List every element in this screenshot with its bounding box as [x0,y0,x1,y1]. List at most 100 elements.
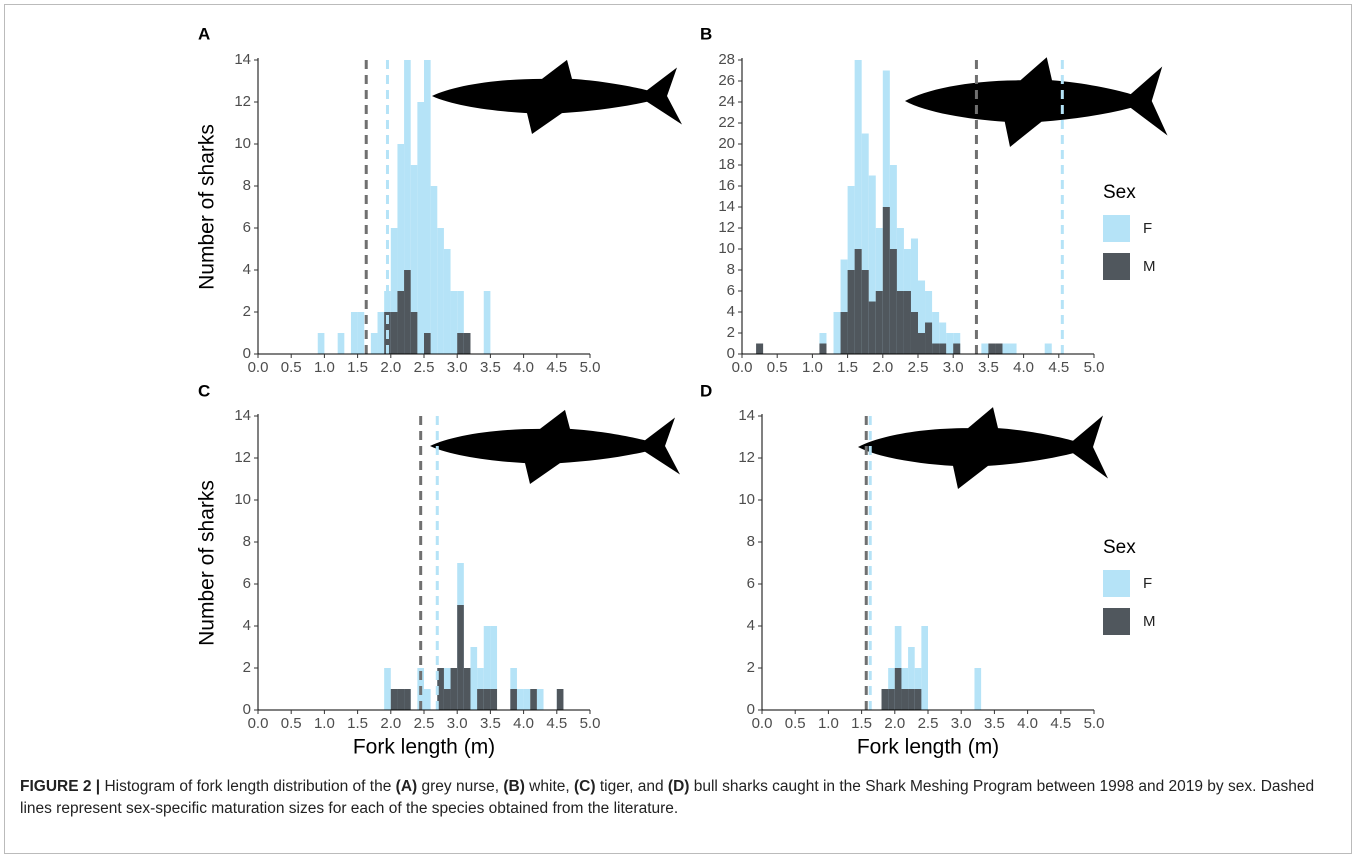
bar [537,689,544,710]
bar [862,270,869,354]
y-tick-label: 12 [234,449,251,466]
legend-label: M [1143,258,1156,275]
x-tick-label: 4.5 [1050,715,1071,732]
shark-silhouette [430,410,680,484]
y-tick-label: 2 [243,659,251,676]
x-tick-label: 3.5 [480,359,501,376]
bar [988,344,995,355]
bar [338,333,345,354]
figure: A024681012140.00.51.01.52.02.53.03.54.04… [0,0,1358,770]
bar [397,291,404,354]
bar [484,291,491,354]
bar [490,689,497,710]
bar [530,689,537,710]
x-tick-label: 3.0 [943,359,964,376]
x-tick-label: 0.5 [281,359,302,376]
x-tick-label: 2.5 [918,715,939,732]
y-tick-label: 6 [243,575,251,592]
x-tick-label: 4.0 [513,715,534,732]
bar [883,207,890,354]
y-tick-label: 2 [747,659,755,676]
bar [378,312,385,354]
x-tick-label: 4.0 [1017,715,1038,732]
x-tick-label: 5.0 [1084,715,1105,732]
bar [918,333,925,354]
legend-label: F [1143,575,1152,592]
bar [915,689,922,710]
y-tick-label: 10 [234,135,251,152]
y-axis-title: Number of sharks [196,480,219,646]
caption-text: white, [525,778,574,795]
x-tick-label: 1.5 [851,715,872,732]
bar [834,312,841,354]
bar [510,689,517,710]
x-tick-label: 4.5 [1048,359,1069,376]
y-tick-label: 20 [718,135,735,152]
bar [876,291,883,354]
y-tick-label: 12 [234,93,251,110]
x-tick-label: 0.0 [248,715,269,732]
bar [451,668,458,710]
bar [371,333,378,354]
bar [391,312,398,354]
bar [890,249,897,354]
y-tick-label: 12 [718,219,735,236]
bar [974,668,981,710]
y-tick-label: 14 [234,51,251,68]
x-tick-label: 3.5 [978,359,999,376]
y-tick-label: 16 [718,177,735,194]
bar [424,333,431,354]
y-tick-label: 12 [738,449,755,466]
caption-ref: (C) [574,778,596,795]
x-tick-label: 1.5 [347,715,368,732]
y-tick-label: 14 [718,198,735,215]
y-axis-title: Number of sharks [196,124,219,290]
caption-text: Histogram of fork length distribution of… [100,778,396,795]
bar [1010,344,1017,355]
y-tick-label: 4 [243,261,251,278]
bar [908,689,915,710]
bar [888,689,895,710]
bar [444,249,451,354]
y-tick-label: 10 [234,491,251,508]
bar [848,270,855,354]
bar [444,689,451,710]
y-tick-label: 26 [718,72,735,89]
x-tick-label: 4.5 [546,359,567,376]
bar [901,689,908,710]
x-tick-label: 3.0 [951,715,972,732]
x-tick-label: 2.0 [380,359,401,376]
y-tick-label: 6 [727,282,735,299]
y-tick-label: 2 [243,303,251,320]
bar [477,689,484,710]
y-tick-label: 10 [738,491,755,508]
x-tick-label: 2.5 [414,715,435,732]
y-tick-label: 4 [727,303,735,320]
x-tick-label: 4.0 [1013,359,1034,376]
bar [1002,344,1009,355]
caption-ref: (B) [503,778,525,795]
bar [457,333,464,354]
bar [464,333,471,354]
bar [431,186,438,354]
bar [391,689,398,710]
bar [911,312,918,354]
bar [904,291,911,354]
x-tick-label: 5.0 [580,359,601,376]
legend-swatch [1103,253,1130,280]
bar [855,249,862,354]
x-tick-label: 0.0 [248,359,269,376]
shark-silhouette [858,407,1108,489]
caption-text: tiger, and [596,778,668,795]
y-tick-label: 14 [234,407,251,424]
x-tick-label: 1.0 [314,359,335,376]
x-tick-label: 1.0 [818,715,839,732]
y-tick-label: 8 [747,533,755,550]
legend-swatch [1103,215,1130,242]
bar [953,344,960,355]
bar [946,333,953,354]
y-tick-label: 6 [243,219,251,236]
bar [895,668,902,710]
y-tick-label: 2 [727,324,735,341]
shark-silhouette [905,57,1168,147]
